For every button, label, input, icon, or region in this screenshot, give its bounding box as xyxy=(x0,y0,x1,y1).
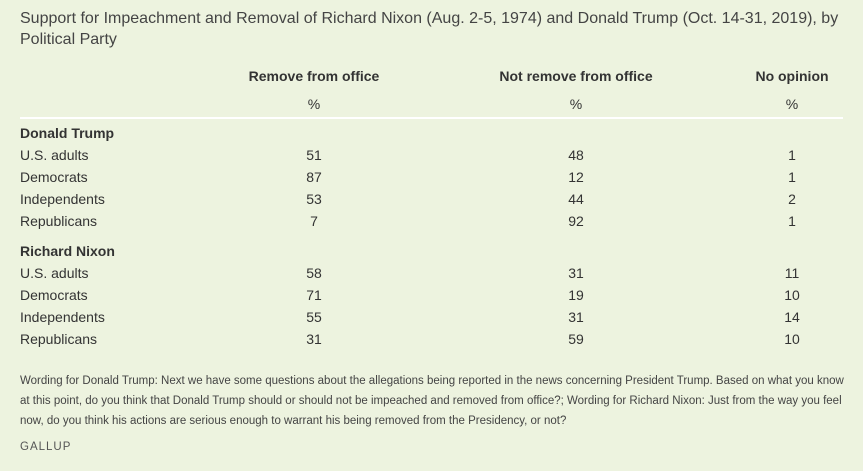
column-header-remove: Remove from office xyxy=(248,68,380,84)
source-label: GALLUP xyxy=(20,441,72,453)
column-header-not-remove: Not remove from office xyxy=(499,68,653,84)
section-label: Richard Nixon xyxy=(20,243,115,259)
table-row: Independents 53 44 2 xyxy=(20,188,843,210)
table-row: Republicans 7 92 1 xyxy=(20,210,843,232)
table-cell: 1 xyxy=(788,169,796,185)
row-label: Republicans xyxy=(20,213,98,229)
table-cell: 31 xyxy=(306,331,322,347)
table-cell: 14 xyxy=(784,309,800,325)
table-cell: 44 xyxy=(568,191,584,207)
row-label: Independents xyxy=(20,191,105,207)
table-row: Republicans 31 59 10 xyxy=(20,328,843,350)
table-cell: 7 xyxy=(310,213,318,229)
unit-label: % xyxy=(785,96,799,112)
table-cell: 11 xyxy=(784,265,800,281)
section-header: Richard Nixon xyxy=(20,240,843,262)
footnote: Wording for Donald Trump: Next we have s… xyxy=(20,375,844,427)
unit-label: % xyxy=(307,96,321,112)
table-cell: 31 xyxy=(568,265,584,281)
table-cell: 87 xyxy=(306,169,322,185)
row-label: U.S. adults xyxy=(20,265,89,281)
header-divider xyxy=(20,117,843,119)
section-header: Donald Trump xyxy=(20,122,843,144)
table-cell: 51 xyxy=(306,147,322,163)
row-label: Independents xyxy=(20,309,105,325)
table-cell: 71 xyxy=(306,287,322,303)
row-label: U.S. adults xyxy=(20,147,89,163)
table-row: Democrats 87 12 1 xyxy=(20,166,843,188)
table-cell: 19 xyxy=(568,287,584,303)
table-cell: 2 xyxy=(788,191,796,207)
table-cell: 10 xyxy=(784,331,800,347)
table-cell: 59 xyxy=(568,331,584,347)
table-row: U.S. adults 51 48 1 xyxy=(20,144,843,166)
chart-title: Support for Impeachment and Removal of R… xyxy=(20,10,839,48)
row-label: Democrats xyxy=(20,287,88,303)
table-cell: 1 xyxy=(788,147,796,163)
table-row: Independents 55 31 14 xyxy=(20,306,843,328)
table-cell: 55 xyxy=(306,309,322,325)
table-cell: 1 xyxy=(788,213,796,229)
row-label: Democrats xyxy=(20,169,88,185)
table-cell: 48 xyxy=(568,147,584,163)
unit-label: % xyxy=(569,96,583,112)
table-cell: 12 xyxy=(568,169,584,185)
section-label: Donald Trump xyxy=(20,125,115,141)
table-cell: 10 xyxy=(784,287,800,303)
table-cell: 53 xyxy=(306,191,322,207)
column-header-no-opinion: No opinion xyxy=(755,68,829,84)
table-cell: 92 xyxy=(568,213,584,229)
table-cell: 58 xyxy=(306,265,322,281)
table-row: Democrats 71 19 10 xyxy=(20,284,843,306)
row-label: Republicans xyxy=(20,331,98,347)
table-cell: 31 xyxy=(568,309,584,325)
table-row: U.S. adults 58 31 11 xyxy=(20,262,843,284)
